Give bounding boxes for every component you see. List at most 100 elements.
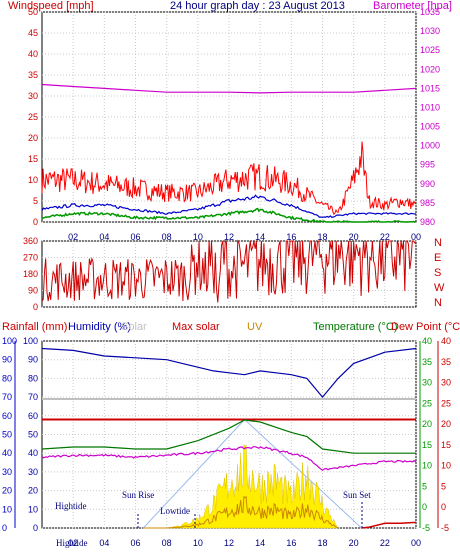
barometer-tick-label: 1015 (420, 83, 440, 93)
rain-tick-label: 100 (2, 336, 17, 346)
wind-direction-series (41, 239, 417, 303)
dew-point-legend-label: Dew Point (°C) (391, 321, 460, 333)
temperature-tick-label: -5 (422, 523, 430, 533)
barometer-tick-label: 990 (420, 179, 435, 189)
humidity-tick-label: 50 (28, 430, 38, 440)
time-tick-label: 16 (286, 232, 296, 242)
time-tick-label: 04 (99, 232, 109, 242)
rain-tick-label: 70 (2, 392, 12, 402)
rainfall-series (361, 521, 417, 529)
lower-time-tick-label: 16 (286, 538, 296, 548)
windspeed-axis-title: Windspeed [mph] (8, 0, 94, 12)
dew-point-tick-label: 15 (441, 440, 451, 450)
windspeed-tick-label: 25 (28, 112, 38, 122)
temperature-tick-label: 10 (422, 461, 432, 471)
direction-tick-label: 270 (23, 253, 38, 263)
direction-tick-label: 0 (33, 302, 38, 312)
barometer-tick-label: 1035 (420, 7, 440, 17)
rain-tick-label: 60 (2, 411, 12, 421)
windspeed-tick-label: 15 (28, 154, 38, 164)
wind-series-group (41, 83, 417, 224)
solar-legend-label: Solar (121, 321, 147, 333)
temperature-tick-labels: -5 -5 0 0 5 5 10 10 15 15 20 20 25 25 30 30 35 35 40 40 (422, 336, 451, 533)
barometer-tick-label: 1020 (420, 64, 440, 74)
temperature-tick-label: 20 (422, 419, 432, 429)
temperature-tick-label: 35 (422, 357, 432, 367)
humidity-tick-label: 30 (28, 467, 38, 477)
dew-point-tick-label: 25 (441, 398, 451, 408)
barometer-tick-label: 1025 (420, 45, 440, 55)
lower-time-tick-label: 02 (68, 538, 78, 548)
compass-label: E (434, 252, 441, 264)
rain-tick-label: 10 (2, 504, 12, 514)
windspeed-tick-label: 40 (28, 49, 38, 59)
hightide-bottom-annotation: Hightide (56, 538, 88, 548)
dew-point-tick-label: 10 (441, 461, 451, 471)
lower-time-tick-label: 10 (193, 538, 203, 548)
humidity-tick-label: 90 (28, 355, 38, 365)
time-tick-label: 18 (317, 232, 327, 242)
windspeed-tick-label: 20 (28, 133, 38, 143)
barometer-tick-label: 1030 (420, 26, 440, 36)
wind-average-series (41, 194, 417, 219)
humidity-tick-labels: 0 0 10 10 20 20 30 30 40 40 50 50 60 60 70 70 80 80 90 90 10… (2, 336, 38, 533)
humidity-tick-label: 0 (33, 523, 38, 533)
barometer-series (41, 83, 417, 94)
dew-point-tick-label: 5 (441, 481, 446, 491)
windspeed-tick-label: 30 (28, 91, 38, 101)
humidity-series (41, 347, 417, 399)
lower-time-tick-label: 04 (99, 538, 109, 548)
humidity-tick-label: 80 (28, 373, 38, 383)
rain-tick-label: 90 (2, 355, 12, 365)
lower-time-tick-label: 00 (411, 538, 421, 548)
temperature-tick-label: 15 (422, 440, 432, 450)
dew-point-tick-label: 30 (441, 378, 451, 388)
rain-tick-label: 0 (2, 523, 7, 533)
barometer-tick-label: 1010 (420, 102, 440, 112)
lower-time-tick-label: 18 (317, 538, 327, 548)
compass-label: N (434, 297, 442, 309)
humidity-tick-label: 20 (28, 486, 38, 496)
humidity-tick-label: 10 (28, 504, 38, 514)
rain-tick-label: 40 (2, 448, 12, 458)
windspeed-tick-label: 45 (28, 28, 38, 38)
wind-gust-series (41, 141, 417, 216)
graph-title: 24 hour graph day : 23 August 2013 (170, 0, 345, 12)
temperature-tick-label: 25 (422, 398, 432, 408)
humidity-tick-label: 40 (28, 448, 38, 458)
time-tick-label: 06 (130, 232, 140, 242)
temperature-tick-label: 5 (422, 481, 427, 491)
windspeed-tick-labels: 0 5 10 15 20 25 30 35 40 45 50 (28, 7, 38, 227)
dew-point-series (41, 446, 417, 471)
dew-point-tick-label: 0 (441, 502, 446, 512)
time-tick-label: 20 (349, 232, 359, 242)
humidity-legend-label: Humidity (%) (68, 321, 131, 333)
rainfall-axis-title: Rainfall (mm) (2, 321, 67, 333)
time-tick-labels: 02 04 06 08 10 12 14 16 18 20 22 00 (68, 232, 421, 242)
sunrise-annotation: Sun Rise (122, 490, 154, 500)
windspeed-tick-label: 35 (28, 70, 38, 80)
time-tick-label: 02 (68, 232, 78, 242)
humidity-tick-label: 100 (23, 336, 38, 346)
barometer-tick-label: 980 (420, 217, 435, 227)
humidity-tick-label: 70 (28, 392, 38, 402)
time-tick-label: 00 (411, 232, 421, 242)
windspeed-tick-label: 50 (28, 7, 38, 17)
lower-time-tick-label: 14 (255, 538, 265, 548)
lowtide-annotation: Lowtide (160, 506, 190, 516)
temperature-tick-label: 40 (422, 336, 432, 346)
lower-time-tick-label: 20 (349, 538, 359, 548)
barometer-tick-label: 985 (420, 198, 435, 208)
uv-series (143, 495, 339, 529)
rain-tick-label: 20 (2, 486, 12, 496)
direction-tick-label: 180 (23, 269, 38, 279)
temperature-tick-label: 0 (422, 502, 427, 512)
dew-point-tick-label: 35 (441, 357, 451, 367)
lower-time-tick-label: 08 (162, 538, 172, 548)
hightide-annotation: Hightide (55, 501, 87, 511)
time-tick-label: 10 (193, 232, 203, 242)
time-tick-label: 08 (162, 232, 172, 242)
lower-time-tick-label: 22 (380, 538, 390, 548)
